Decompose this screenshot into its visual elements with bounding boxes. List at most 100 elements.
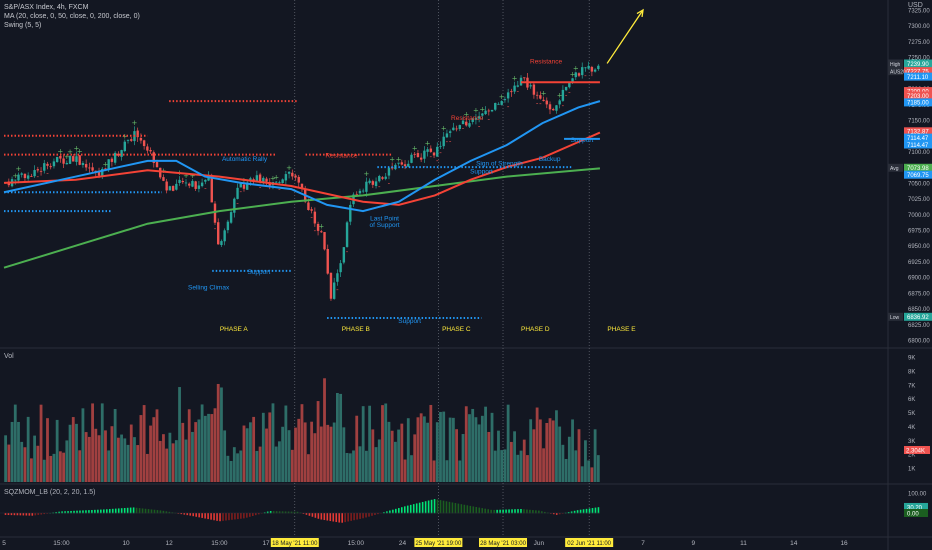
volume-bar: [584, 440, 587, 482]
time-axis-label: 11: [740, 540, 747, 547]
candle-body: [265, 178, 268, 182]
volume-bar: [165, 448, 169, 482]
candle-body: [107, 159, 110, 171]
volume-bar: [400, 423, 404, 482]
momentum-bar: [147, 509, 150, 514]
momentum-bar: [320, 513, 323, 520]
momentum-bar: [234, 513, 236, 520]
candle-body: [197, 185, 201, 189]
volume-bar: [226, 455, 230, 482]
momentum-bar: [150, 509, 153, 514]
momentum-bar: [338, 513, 341, 523]
volume-bar: [271, 403, 275, 482]
volume-bar: [480, 415, 484, 482]
volume-bar: [220, 387, 223, 482]
candle-body: [84, 164, 88, 168]
candle-body: [355, 193, 358, 195]
volume-bar: [152, 417, 156, 482]
momentum-bar: [22, 513, 25, 516]
volume-bar: [197, 419, 201, 482]
volume-bar: [139, 415, 143, 482]
momentum-bar: [111, 508, 114, 514]
momentum-bar: [567, 512, 570, 514]
volume-bar: [513, 431, 516, 482]
momentum-bar: [347, 513, 349, 522]
swing-high-marker: +: [396, 155, 402, 163]
time-highlight-label: 02 Jun '21 11:00: [567, 541, 611, 547]
price-tick-label: 7325.00: [908, 9, 930, 15]
momentum-bar: [257, 513, 260, 515]
ma-50-line: [3, 131, 601, 206]
candle-body: [287, 171, 291, 174]
swing-high-marker: +: [363, 170, 369, 178]
candle-body: [384, 176, 387, 179]
momentum-bar: [561, 513, 564, 514]
swing-high-marker: +: [573, 64, 579, 72]
time-axis-label: 15:00: [53, 540, 70, 547]
swing-low-marker: -: [378, 183, 381, 191]
volume-bar: [313, 433, 317, 482]
momentum-bar: [383, 512, 385, 514]
volume-bar: [506, 404, 510, 482]
candle-body: [365, 181, 368, 192]
candle-body: [33, 170, 36, 177]
volume-bar: [223, 430, 227, 482]
swing-high-marker: +: [463, 110, 469, 118]
swing-high-marker: +: [512, 74, 518, 82]
momentum-bar: [415, 503, 418, 514]
volume-bar: [145, 453, 149, 482]
candle-body: [136, 130, 139, 138]
price-badge-label: 7227.75: [907, 69, 929, 75]
momentum-zero-badge: [904, 509, 928, 517]
candle-body: [117, 153, 120, 156]
swing-high-marker: +: [67, 148, 73, 156]
volume-bar: [297, 418, 301, 482]
candle-body: [178, 179, 181, 183]
candle-body: [55, 156, 59, 163]
momentum-bar: [368, 513, 370, 517]
momentum-bar: [436, 499, 439, 514]
swing-high-marker: +: [183, 172, 189, 180]
momentum-bar: [424, 501, 427, 514]
volume-tick-label: 1K: [908, 467, 915, 473]
momentum-bar: [526, 509, 528, 514]
momentum-bar: [341, 513, 343, 523]
momentum-bar: [469, 505, 472, 514]
candle-body: [542, 99, 545, 101]
momentum-bar: [582, 509, 585, 514]
volume-bar: [435, 422, 439, 482]
price-badge-label: 7203.00: [907, 94, 929, 100]
volume-bar: [181, 422, 185, 482]
volume-bar: [81, 408, 85, 482]
momentum-bar: [204, 513, 206, 519]
momentum-bar: [323, 513, 326, 521]
momentum-bar: [442, 500, 445, 514]
momentum-bar: [335, 513, 338, 523]
momentum-bar: [219, 513, 221, 522]
momentum-bar: [517, 509, 519, 514]
candle-body: [120, 150, 123, 157]
momentum-bar: [296, 511, 299, 514]
momentum-bar: [353, 513, 355, 521]
momentum-bar: [216, 513, 218, 521]
candle-body: [545, 100, 548, 105]
momentum-bar: [19, 513, 22, 516]
volume-bar: [207, 413, 210, 482]
volume-bar: [187, 409, 191, 482]
momentum-bar: [222, 513, 224, 521]
candle-body: [236, 187, 239, 199]
momentum-bar: [430, 499, 433, 514]
candle-body: [139, 137, 143, 141]
swing-low-marker: -: [259, 184, 262, 192]
momentum-bar: [496, 509, 498, 514]
momentum-bar: [311, 513, 314, 517]
candle-body: [146, 146, 149, 151]
momentum-bar: [278, 511, 281, 514]
momentum-bar: [305, 513, 308, 515]
swing-high-marker: +: [103, 160, 109, 168]
volume-bar: [555, 410, 558, 482]
volume-bar: [497, 430, 500, 482]
momentum-bar: [570, 511, 573, 514]
price-badge-label: 6836.92: [907, 315, 929, 321]
swing-high-marker: +: [122, 132, 128, 140]
